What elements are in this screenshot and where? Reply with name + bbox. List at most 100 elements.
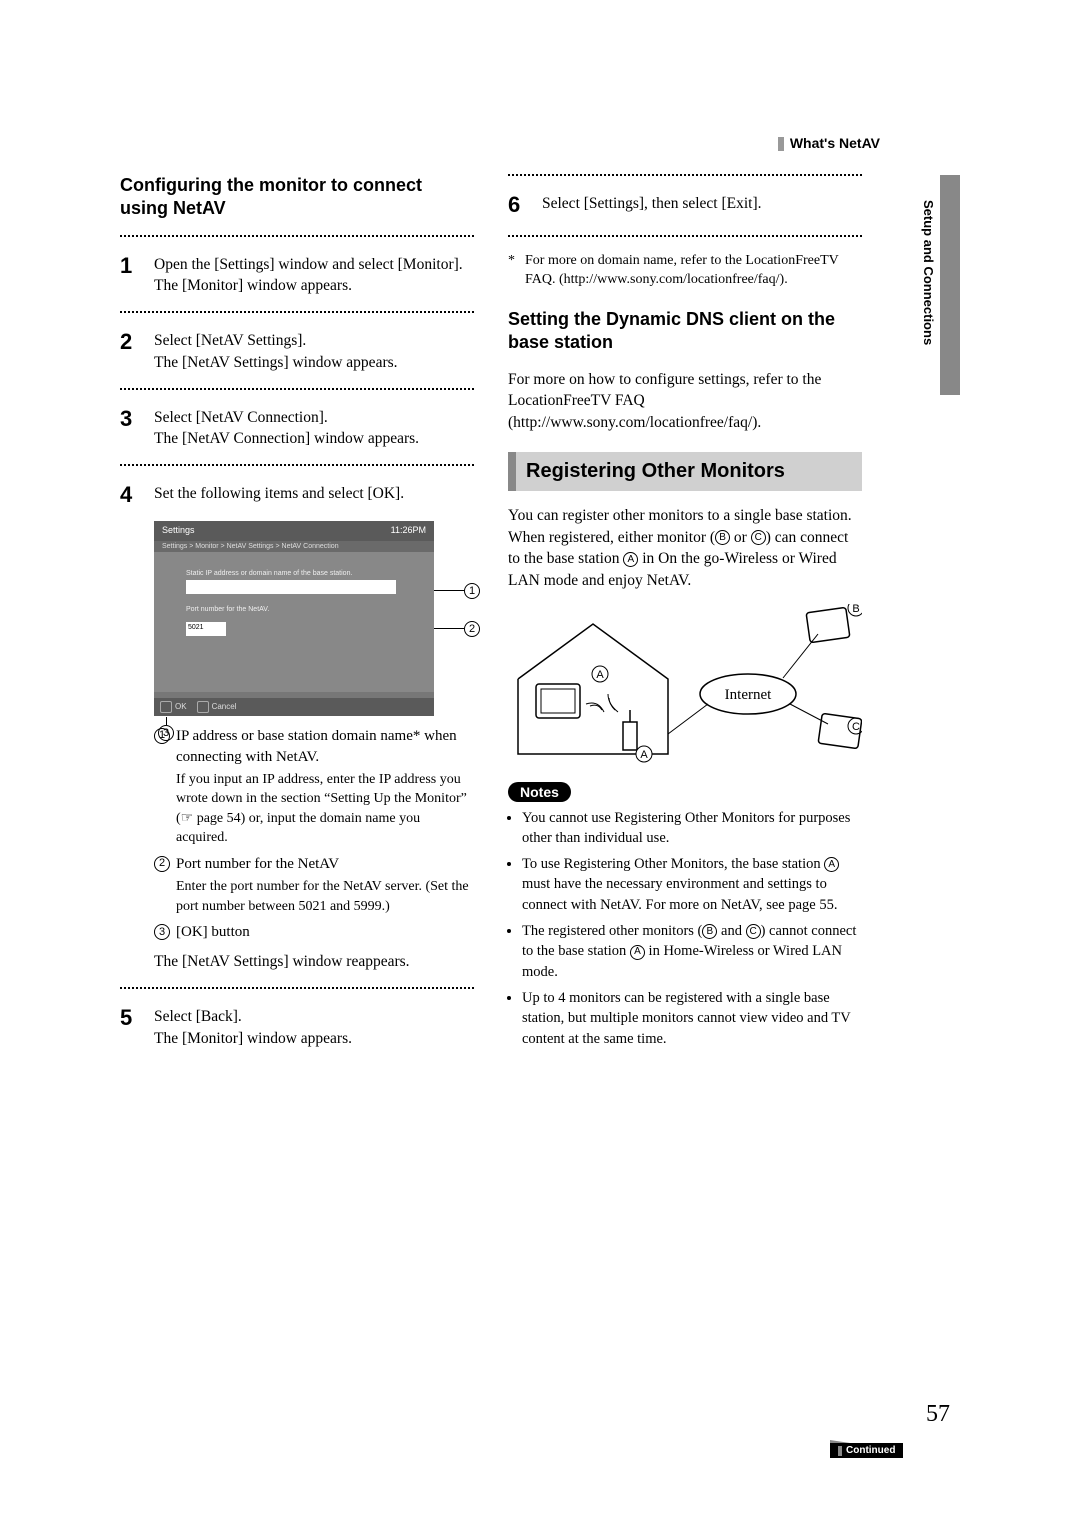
step-4: 4 Set the following items and select [OK…: [120, 480, 474, 511]
callout-line: [166, 717, 167, 725]
svg-text:C: C: [852, 721, 860, 733]
step-3: 3 Select [NetAV Connection]. The [NetAV …: [120, 404, 474, 450]
step-text: The [Monitor] window appears.: [154, 277, 352, 294]
step-number: 2: [120, 327, 140, 373]
sub-title: IP address or base station domain name* …: [176, 728, 457, 765]
note-item: The registered other monitors (B and C) …: [522, 921, 862, 982]
sub-number: 2: [154, 856, 170, 872]
port-input: 5021: [186, 622, 226, 636]
step-text: The [NetAV Connection] window appears.: [154, 430, 419, 447]
letter-a: A: [824, 857, 839, 872]
step-text: The [Monitor] window appears.: [154, 1030, 352, 1047]
footnote: * For more on domain name, refer to the …: [508, 251, 862, 290]
dns-heading: Setting the Dynamic DNS client on the ba…: [508, 308, 862, 355]
letter-a: A: [630, 945, 645, 960]
letter-b: B: [715, 530, 730, 545]
sub-detail: If you input an IP address, enter the IP…: [176, 770, 474, 848]
continued-label: Continued: [830, 1443, 903, 1458]
registering-heading: Registering Other Monitors: [508, 452, 862, 491]
note-item: Up to 4 monitors can be registered with …: [522, 988, 862, 1049]
internet-label: Internet: [725, 687, 772, 703]
settings-screenshot: Settings 11:26PM Settings > Monitor > Ne…: [154, 521, 474, 716]
step-body: Select [Settings], then select [Exit].: [542, 190, 862, 221]
callout-1: 1: [434, 583, 480, 599]
step-text: Set the following items and select [OK].: [154, 485, 404, 502]
sub-title: Port number for the NetAV: [176, 856, 339, 872]
letter-b: B: [702, 924, 717, 939]
svg-text:A: A: [596, 669, 604, 681]
sub-item-list: 1 IP address or base station domain name…: [154, 726, 474, 944]
screenshot-frame: Settings 11:26PM Settings > Monitor > Ne…: [154, 521, 434, 716]
notes-list: You cannot use Registering Other Monitor…: [508, 808, 862, 1049]
callout-3: 3: [158, 717, 174, 741]
separator: [120, 464, 474, 466]
right-column: 6 Select [Settings], then select [Exit].…: [508, 174, 862, 1057]
footnote-text: For more on domain name, refer to the Lo…: [525, 251, 862, 290]
notes-label: Notes: [508, 782, 571, 802]
ok-button: OK: [160, 701, 187, 713]
sub-item-2: 2 Port number for the NetAV Enter the po…: [154, 854, 474, 916]
field-label: Port number for the NetAV.: [186, 606, 402, 613]
intro-para: You can register other monitors to a sin…: [508, 505, 862, 592]
note-item: To use Registering Other Monitors, the b…: [522, 854, 862, 915]
side-label: Setup and Connections: [921, 200, 936, 345]
screenshot-time: 11:26PM: [391, 525, 426, 537]
cancel-button: Cancel: [197, 701, 237, 713]
header-section-label: What's NetAV: [778, 135, 880, 151]
sub-item-3: 3 [OK] button: [154, 922, 474, 943]
content-columns: Configuring the monitor to connect using…: [120, 174, 960, 1057]
sub-body: Port number for the NetAV Enter the port…: [176, 854, 474, 916]
step-body: Select [NetAV Connection]. The [NetAV Co…: [154, 404, 474, 450]
ip-input: [186, 580, 396, 594]
left-column: Configuring the monitor to connect using…: [120, 174, 474, 1057]
step-text: Select [Back].: [154, 1008, 242, 1025]
step-number: 4: [120, 480, 140, 511]
separator: [508, 235, 862, 237]
step-text: Open the [Settings] window and select [M…: [154, 256, 463, 273]
screenshot-title: Settings: [162, 525, 195, 537]
screenshot-footer: OK Cancel: [154, 698, 434, 716]
note-text: and: [717, 923, 745, 939]
step-number: 3: [120, 404, 140, 450]
intro-text: or: [730, 529, 751, 546]
screenshot-body: Static IP address or domain name of the …: [154, 552, 434, 692]
step-number: 5: [120, 1003, 140, 1049]
screenshot-titlebar: Settings 11:26PM: [154, 521, 434, 541]
callout-number: 3: [158, 725, 174, 741]
sub-body: IP address or base station domain name* …: [176, 726, 474, 848]
letter-c: C: [746, 924, 761, 939]
dns-para: For more on how to configure settings, r…: [508, 369, 862, 434]
callout-number: 2: [464, 621, 480, 637]
callout-2: 2: [434, 621, 480, 637]
step-1: 1 Open the [Settings] window and select …: [120, 251, 474, 297]
step-number: 1: [120, 251, 140, 297]
step-number: 6: [508, 190, 528, 221]
step-text: The [NetAV Settings] window appears.: [154, 354, 398, 371]
note-text: The registered other monitors (: [522, 923, 702, 939]
step-text: Select [NetAV Settings].: [154, 332, 306, 349]
step-6: 6 Select [Settings], then select [Exit].: [508, 190, 862, 221]
callout-line: [434, 628, 464, 629]
screenshot-breadcrumb: Settings > Monitor > NetAV Settings > Ne…: [154, 541, 434, 552]
svg-text:A: A: [640, 749, 648, 761]
callout-number: 1: [464, 583, 480, 599]
footnote-mark: *: [508, 251, 515, 290]
field-label: Static IP address or domain name of the …: [186, 570, 402, 577]
note-text: must have the necessary environment and …: [522, 876, 837, 912]
step-text: Select [NetAV Connection].: [154, 409, 328, 426]
sub-title: [OK] button: [176, 924, 250, 940]
sub-number: 3: [154, 924, 170, 940]
step-5: 5 Select [Back]. The [Monitor] window ap…: [120, 1003, 474, 1049]
svg-text:B: B: [852, 604, 859, 615]
letter-c: C: [751, 530, 766, 545]
letter-a: A: [623, 552, 638, 567]
step-body: Select [Back]. The [Monitor] window appe…: [154, 1003, 474, 1049]
separator: [120, 388, 474, 390]
note-item: You cannot use Registering Other Monitor…: [522, 808, 862, 849]
separator: [120, 987, 474, 989]
step-body: Open the [Settings] window and select [M…: [154, 251, 474, 297]
step-text: Select [Settings], then select [Exit].: [542, 195, 762, 212]
separator: [120, 235, 474, 237]
page-number: 57: [926, 1401, 950, 1428]
diagram-svg: Internet A A B C: [508, 604, 862, 764]
